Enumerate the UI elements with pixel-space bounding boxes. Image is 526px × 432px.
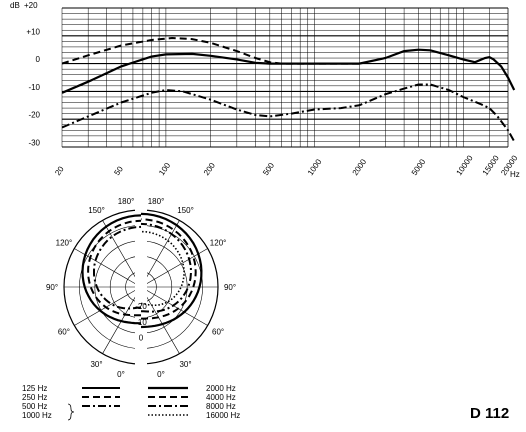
polar-angle-label: 0° — [117, 370, 125, 379]
polar-angle-label: 30° — [179, 360, 191, 369]
x-tick-label: 20 — [53, 164, 66, 177]
polar-curve-right-dashed — [140, 218, 197, 320]
polar-pattern-chart: -20 -10 0 180° 180° 150° 150° 120° 120° 90° 90° 60°… — [22, 192, 240, 421]
polar-angle-label: 90° — [224, 283, 236, 292]
polar-curve-right-dotted — [140, 230, 185, 307]
response-curve-dash-dot — [62, 83, 516, 142]
legend-label: 4000 Hz — [206, 393, 236, 402]
x-unit-label: Hz — [510, 170, 520, 179]
legend-brace — [67, 403, 75, 421]
x-tick-label: 50 — [112, 164, 125, 177]
frequency-response-chart: +10 0 -10 -20 -30 dB +20 20 50 100 200 500 1000 2000 5… — [10, 1, 520, 179]
polar-db-label: 0 — [139, 334, 144, 343]
legend-label: 1000 Hz — [22, 411, 52, 420]
polar-spoke — [140, 286, 208, 326]
polar-angle-label: 150° — [88, 206, 105, 215]
y-tick-label: -10 — [28, 83, 40, 92]
polar-spoke — [140, 248, 208, 288]
polar-angle-label: 180° — [118, 197, 135, 206]
polar-curve-left-solid — [81, 214, 142, 325]
response-curve-solid — [62, 48, 516, 94]
polar-db-label: -20 — [135, 302, 147, 311]
y-tick-label: -30 — [28, 139, 40, 148]
legend-label: 2000 Hz — [206, 384, 236, 393]
polar-curve-right-dash-dot — [140, 222, 192, 313]
y-tick-label: 0 — [36, 55, 41, 64]
legend-label: 8000 Hz — [206, 402, 236, 411]
x-tick-label: 100 — [157, 161, 172, 178]
legend-label: 16000 Hz — [206, 411, 240, 420]
polar-centre-gap — [135, 192, 147, 370]
polar-angle-label: 60° — [212, 328, 224, 337]
x-tick-label: 200 — [202, 161, 217, 178]
polar-angle-label: 120° — [56, 239, 73, 248]
x-tick-label: 5000 — [410, 157, 428, 177]
y-tick-label: +10 — [26, 27, 40, 36]
polar-spoke — [140, 220, 180, 288]
legend-label: 250 Hz — [22, 393, 47, 402]
polar-angle-label: 180° — [148, 197, 165, 206]
y-tick-label: -20 — [28, 111, 40, 120]
polar-angle-label: 90° — [46, 283, 58, 292]
polar-spoke — [74, 286, 142, 326]
polar-angle-label: 150° — [177, 206, 194, 215]
polar-curve-left-dash-dot — [93, 225, 142, 310]
polar-curve-right-solid — [140, 212, 203, 329]
x-tick-label: 15000 — [481, 153, 501, 177]
x-tick-label: 500 — [261, 161, 276, 178]
polar-curve-left-dashed — [87, 219, 142, 317]
y-unit-label: dB — [10, 1, 20, 10]
polar-angle-label: 60° — [58, 328, 70, 337]
polar-angle-label: 30° — [90, 360, 102, 369]
legend-label: 125 Hz — [22, 384, 47, 393]
legend-label: 500 Hz — [22, 402, 47, 411]
x-tick-label: 10000 — [455, 153, 475, 177]
polar-angle-label: 120° — [210, 239, 227, 248]
y-tick-label: +20 — [24, 1, 38, 10]
x-tick-label: 1000 — [306, 157, 324, 177]
polar-angle-label: 0° — [157, 370, 165, 379]
model-label: D 112 — [470, 405, 509, 422]
polar-spoke — [140, 286, 180, 354]
x-tick-label: 2000 — [351, 157, 369, 177]
polar-db-label: -10 — [135, 318, 147, 327]
